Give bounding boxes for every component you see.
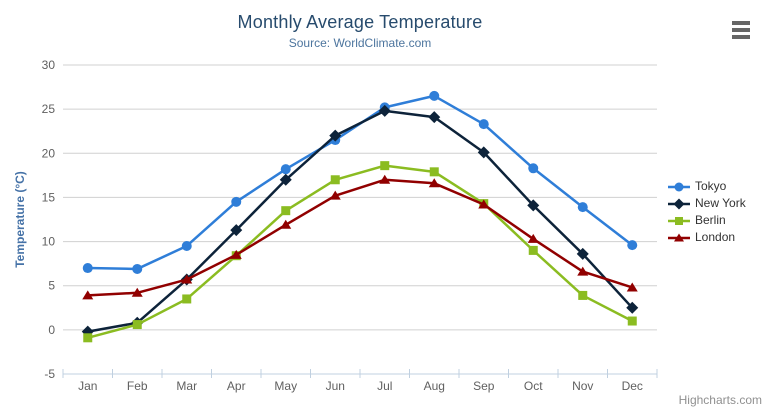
hamburger-icon [732, 35, 750, 39]
y-axis-label: 30 [42, 58, 56, 72]
data-point-new-york[interactable] [477, 146, 490, 159]
data-point-berlin[interactable] [528, 245, 538, 255]
square-legend-marker-icon [668, 216, 690, 225]
triangle-up-legend-marker-icon [668, 233, 690, 241]
x-axis-label: Jul [377, 379, 392, 393]
data-point-berlin[interactable] [380, 161, 390, 171]
chart-subtitle: Source: WorldClimate.com [288, 36, 432, 50]
y-axis-label: 10 [42, 235, 56, 249]
y-axis-label: 25 [42, 102, 56, 116]
data-point-tokyo[interactable] [82, 263, 93, 274]
data-point-london[interactable] [230, 249, 242, 259]
x-axis-label: Dec [622, 379, 643, 393]
highcharts-credit-link[interactable]: Highcharts.com [678, 393, 762, 407]
legend-label: Berlin [695, 213, 726, 227]
data-point-tokyo[interactable] [478, 119, 489, 130]
y-axis-labels: -5 0 5 10 15 20 25 30 [42, 58, 56, 381]
data-point-berlin[interactable] [627, 316, 637, 326]
x-axis-label: Jun [326, 379, 345, 393]
data-point-london[interactable] [626, 282, 638, 292]
circle-legend-marker-icon [668, 182, 690, 191]
legend-item-berlin[interactable]: Berlin [668, 212, 746, 229]
hamburger-icon [732, 21, 750, 25]
x-axis-label: Aug [424, 379, 445, 393]
x-axis-label: Sep [473, 379, 495, 393]
data-point-new-york[interactable] [576, 247, 589, 260]
chart-legend: Tokyo New York Berlin London [668, 178, 746, 246]
data-point-new-york[interactable] [626, 301, 639, 314]
y-axis-title: Temperature (°C) [13, 171, 27, 268]
diamond-legend-marker-icon [668, 198, 690, 209]
data-point-berlin[interactable] [330, 175, 340, 185]
data-point-tokyo[interactable] [132, 263, 143, 274]
y-axis-label: 15 [42, 190, 56, 204]
series-new-york[interactable] [81, 104, 639, 338]
export-menu-button[interactable] [732, 21, 750, 39]
hamburger-icon [732, 28, 750, 32]
data-point-berlin[interactable] [578, 290, 588, 300]
data-point-london[interactable] [379, 174, 391, 184]
data-point-london[interactable] [478, 199, 490, 209]
data-point-berlin[interactable] [83, 333, 93, 343]
data-point-berlin[interactable] [281, 206, 291, 216]
legend-item-london[interactable]: London [668, 229, 746, 246]
chart-title: Monthly Average Temperature [237, 12, 483, 32]
data-point-tokyo[interactable] [627, 240, 638, 251]
series-london[interactable] [82, 174, 638, 300]
y-axis-label: 5 [48, 279, 55, 293]
x-axis-label: Jan [78, 379, 97, 393]
legend-label: Tokyo [695, 179, 727, 193]
data-point-tokyo[interactable] [528, 163, 539, 174]
data-point-tokyo[interactable] [577, 202, 588, 213]
data-point-new-york[interactable] [428, 111, 441, 124]
data-point-new-york[interactable] [527, 199, 540, 212]
data-point-new-york[interactable] [378, 104, 391, 117]
y-axis-label: 0 [48, 323, 55, 337]
data-point-new-york[interactable] [279, 173, 292, 186]
data-point-london[interactable] [82, 290, 94, 300]
data-point-berlin[interactable] [132, 320, 142, 330]
data-point-london[interactable] [428, 178, 440, 188]
legend-item-tokyo[interactable]: Tokyo [668, 178, 746, 195]
x-axis-label: May [274, 379, 297, 393]
data-point-london[interactable] [577, 266, 589, 276]
x-axis-label: Oct [524, 379, 543, 393]
y-axis-label: -5 [44, 367, 55, 381]
data-point-london[interactable] [280, 219, 292, 229]
data-point-london[interactable] [181, 274, 193, 284]
data-point-tokyo[interactable] [231, 196, 242, 207]
x-axis-label: Apr [227, 379, 246, 393]
data-point-berlin[interactable] [182, 294, 192, 304]
x-axis-label: Nov [572, 379, 593, 393]
series-tokyo[interactable] [82, 90, 638, 274]
data-point-london[interactable] [131, 287, 143, 297]
y-gridlines [63, 64, 657, 331]
legend-item-new-york[interactable]: New York [668, 195, 746, 212]
data-point-berlin[interactable] [429, 167, 439, 177]
y-axis-label: 20 [42, 146, 56, 160]
x-axis-label: Mar [176, 379, 197, 393]
legend-label: New York [695, 196, 746, 210]
x-axis: Jan Feb Mar Apr May Jun Jul Aug Sep Oct Nov Dec [62, 369, 658, 393]
data-point-london[interactable] [329, 190, 341, 200]
data-point-london[interactable] [527, 233, 539, 243]
data-point-new-york[interactable] [230, 224, 243, 237]
data-point-tokyo[interactable] [280, 164, 291, 175]
data-point-tokyo[interactable] [429, 90, 440, 101]
data-point-tokyo[interactable] [181, 240, 192, 251]
data-point-new-york[interactable] [329, 129, 342, 142]
x-axis-label: Feb [127, 379, 148, 393]
legend-label: London [695, 230, 736, 244]
